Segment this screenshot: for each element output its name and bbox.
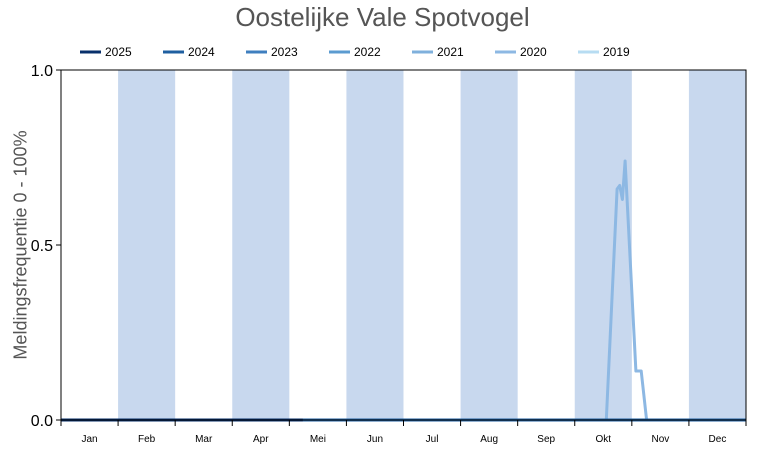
month-band-jun [346,70,404,420]
month-band-dec [688,70,746,420]
x-tick-label: Nov [651,434,669,445]
x-tick-label: Mei [310,434,326,445]
x-tick-label: Mar [195,434,213,445]
x-tick-label: Okt [596,434,612,445]
x-axis: Jan Feb Mar Apr Mei Jun Jul Aug Sep Okt Nov Dec [60,420,747,445]
legend: 2025 2024 2023 2022 2021 2020 2019 [80,45,630,59]
x-tick-label: Jun [367,434,383,445]
legend-label-2020: 2020 [520,45,547,59]
x-tick-label: Feb [138,434,156,445]
legend-label-2022: 2022 [354,45,381,59]
month-band-feb [118,70,176,420]
month-band-apr [232,70,290,420]
legend-label-2023: 2023 [271,45,298,59]
x-tick-label: Aug [480,434,498,445]
legend-label-2024: 2024 [188,45,215,59]
y-axis: 0.0 0.5 1.0 [31,63,61,430]
y-tick-label: 1.0 [31,63,53,80]
x-tick-label: Jul [426,434,439,445]
y-tick-label: 0.0 [31,413,53,430]
month-bands [118,70,746,420]
month-band-okt [574,70,632,420]
legend-label-2021: 2021 [437,45,464,59]
legend-label-2025: 2025 [105,45,132,59]
x-tick-label: Sep [537,434,555,445]
legend-label-2019: 2019 [603,45,630,59]
series-line-2020 [61,159,746,422]
y-tick-label: 0.5 [31,238,53,255]
chart-title: Oostelijke Vale Spotvogel [235,2,530,32]
month-band-aug [460,70,518,420]
y-axis-label: Meldingsfrequentie 0 - 100% [10,130,30,359]
x-tick-label: Dec [709,434,727,445]
x-tick-label: Jan [81,434,97,445]
x-tick-label: Apr [253,434,269,445]
